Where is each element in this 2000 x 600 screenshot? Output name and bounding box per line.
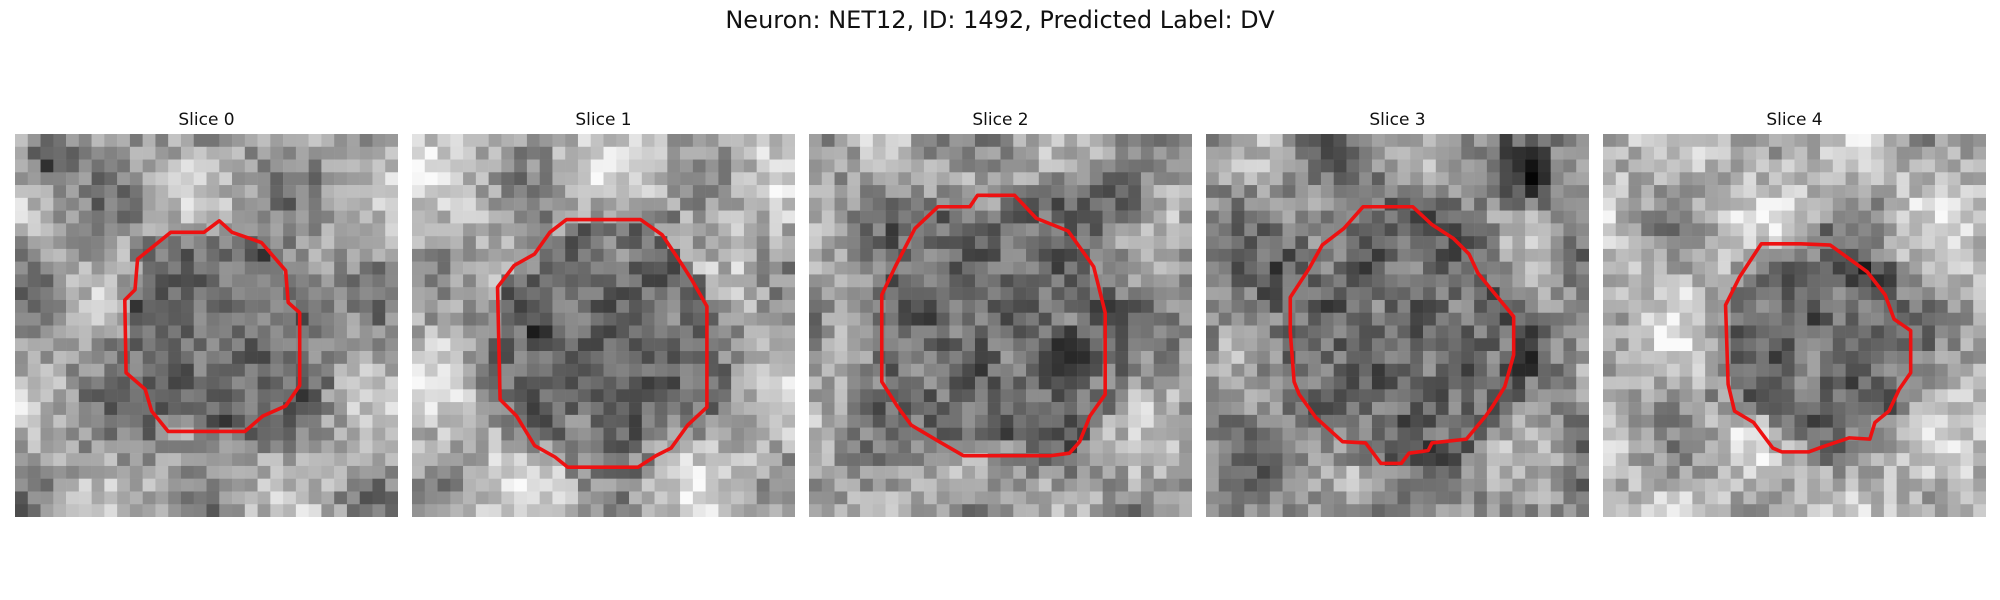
slice-title-1: Slice 1 [412,108,795,132]
slice-image-1 [412,134,795,517]
slice-image-0 [15,134,398,517]
figure-title: Neuron: NET12, ID: 1492, Predicted Label… [0,6,2000,34]
em-pixel-grid [1603,134,1986,517]
slice-panel-3: Slice 3 [1206,108,1589,517]
slice-image-3 [1206,134,1589,517]
slice-panel-0: Slice 0 [15,108,398,517]
slice-title-0: Slice 0 [15,108,398,132]
slice-image-2 [809,134,1192,517]
slice-title-2: Slice 2 [809,108,1192,132]
em-pixel-grid [1206,134,1589,517]
em-pixel-grid [15,134,398,517]
slice-panel-1: Slice 1 [412,108,795,517]
slice-panel-2: Slice 2 [809,108,1192,517]
em-pixel-grid [809,134,1192,517]
slice-image-4 [1603,134,1986,517]
em-pixel-grid [412,134,795,517]
slice-panel-4: Slice 4 [1603,108,1986,517]
slice-title-4: Slice 4 [1603,108,1986,132]
slice-title-3: Slice 3 [1206,108,1589,132]
